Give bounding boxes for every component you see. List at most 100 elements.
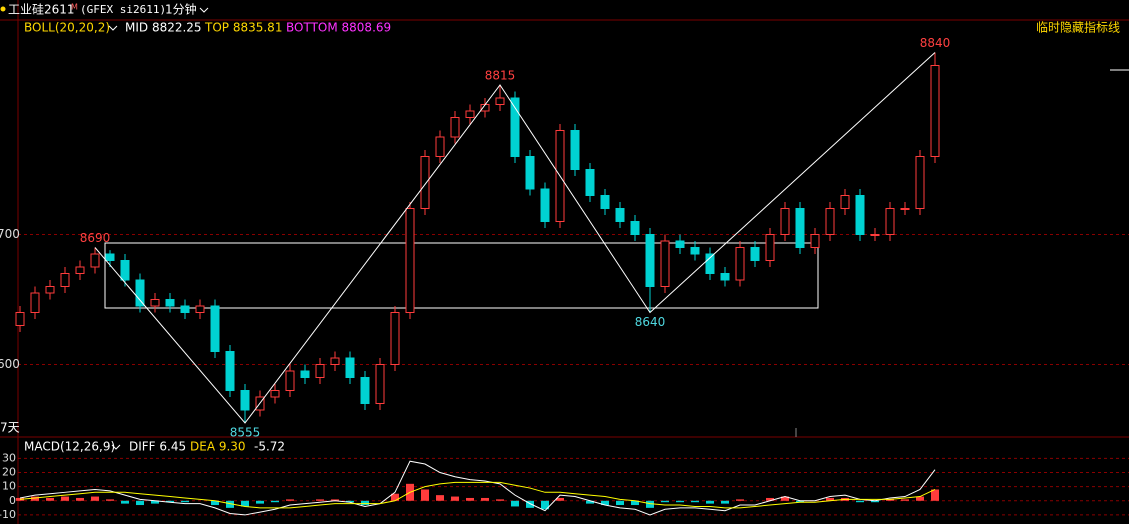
- candle-body: [105, 253, 115, 261]
- macd-bar: [226, 500, 234, 508]
- macd-bar: [601, 500, 609, 506]
- candle-body: [120, 260, 130, 281]
- pivot-label: 8840: [920, 36, 951, 50]
- pivot-label: 8690: [80, 231, 111, 245]
- candle-body: [60, 273, 70, 287]
- macd-bar: [391, 493, 399, 501]
- macd-bar: [316, 499, 324, 501]
- candle-body: [225, 351, 235, 391]
- boll-mid: MID 8822.25: [125, 21, 202, 35]
- macd-bar: [211, 500, 219, 506]
- y-tick-label: 20: [2, 466, 16, 479]
- range-box: [104, 242, 819, 309]
- candle-body: [150, 299, 160, 307]
- macd-bar: [46, 497, 54, 501]
- candle-body: [720, 273, 730, 281]
- candle-body: [540, 188, 550, 222]
- hide-indicator-button[interactable]: 临时隐藏指标线: [1036, 20, 1120, 35]
- macd-bar: [886, 499, 894, 501]
- candle-body: [825, 208, 835, 235]
- macd-bar: [736, 499, 744, 501]
- candle-body: [930, 65, 940, 157]
- macd-bar: [151, 500, 159, 504]
- candle-body: [570, 130, 580, 170]
- candle-body: [360, 377, 370, 404]
- macd-bar: [121, 500, 129, 504]
- candle-body: [390, 312, 400, 365]
- candle-body: [585, 169, 595, 196]
- symbol-mark: M: [71, 3, 78, 12]
- y-tick-label: 10: [2, 480, 16, 493]
- macd-bar: [526, 500, 534, 508]
- candle-body: [690, 247, 700, 255]
- macd-bar: [706, 500, 714, 504]
- candle-body: [915, 156, 925, 209]
- macd-bar: [916, 496, 924, 501]
- macd-bar: [451, 496, 459, 501]
- macd-bar: [826, 497, 834, 501]
- candle-body: [75, 266, 85, 274]
- boll-bottom: BOTTOM 8808.69: [286, 21, 391, 35]
- candle-body: [795, 208, 805, 248]
- macd-bar: [646, 500, 654, 508]
- candle-body: [630, 221, 640, 235]
- status-dot: [0, 6, 6, 12]
- macd-bar: [346, 500, 354, 503]
- candle-body: [90, 253, 100, 268]
- candle-body: [705, 253, 715, 274]
- candle-body: [615, 208, 625, 222]
- period[interactable]: 1分钟: [165, 2, 197, 17]
- candle-body: [300, 370, 310, 378]
- candle-body: [465, 110, 475, 118]
- candle-body: [810, 234, 820, 248]
- exchange: (GFEX si2611): [80, 3, 166, 16]
- candle-body: [450, 117, 460, 138]
- candle-body: [510, 97, 520, 157]
- candle-body: [330, 357, 340, 365]
- candle-body: [240, 390, 250, 411]
- macd-bar: [91, 496, 99, 501]
- candle-body: [780, 208, 790, 235]
- macd-bar: [511, 500, 519, 507]
- macd-bar: [31, 496, 39, 501]
- candle-body: [735, 247, 745, 281]
- macd-bar: [466, 497, 474, 501]
- dropdown-arrow[interactable]: [108, 25, 118, 31]
- candle-body: [885, 208, 895, 235]
- dropdown-arrow[interactable]: [199, 7, 209, 13]
- symbol: 工业硅2611: [8, 3, 75, 17]
- candle-body: [900, 208, 910, 210]
- candle-body: [135, 279, 145, 307]
- macd-bar: [61, 496, 69, 501]
- y-tick-label: 600: [0, 357, 20, 371]
- macd-bar: [271, 500, 279, 503]
- y-tick-label: 30: [2, 451, 16, 464]
- candle-body: [375, 364, 385, 404]
- candle-body: [675, 240, 685, 248]
- candle-body: [285, 370, 295, 391]
- macd-bar: [166, 500, 174, 503]
- macd-bar: [436, 495, 444, 501]
- dropdown-arrow[interactable]: [111, 444, 121, 450]
- candle-body: [270, 390, 280, 398]
- macd-bar: [856, 500, 864, 503]
- candle-body: [405, 208, 415, 313]
- candle-body: [855, 195, 865, 235]
- macd-bar: [721, 500, 729, 504]
- macd-name[interactable]: MACD(12,26,9): [24, 440, 115, 454]
- candle-body: [15, 312, 25, 326]
- macd-value: -5.72: [254, 440, 285, 454]
- macd-bar: [796, 500, 804, 503]
- macd-bar: [106, 499, 114, 501]
- candle-body: [750, 247, 760, 261]
- macd-bar: [691, 500, 699, 503]
- macd-bar: [421, 489, 429, 501]
- macd-bar: [931, 489, 939, 501]
- candle-body: [840, 195, 850, 209]
- dea-line: [19, 481, 936, 509]
- boll-name[interactable]: BOLL(20,20,2): [24, 21, 110, 35]
- pivot-label: 8815: [485, 69, 516, 83]
- candle-body: [435, 136, 445, 157]
